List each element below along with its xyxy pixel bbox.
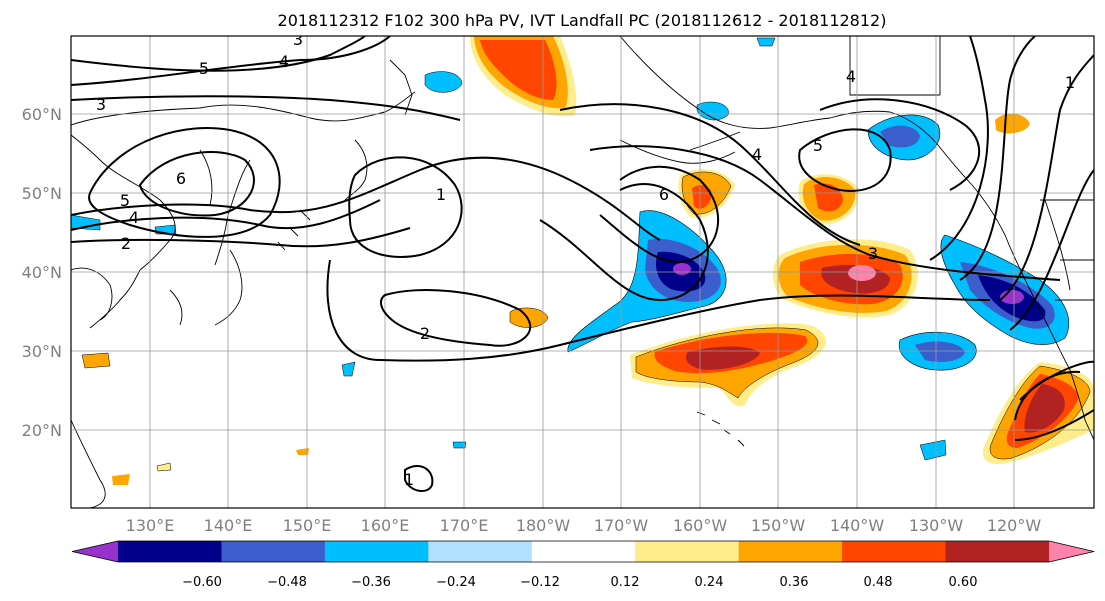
contour-label: 3 xyxy=(868,244,878,263)
contour-label: 4 xyxy=(129,208,139,227)
contour-label: 6 xyxy=(659,185,669,204)
figure-title: 2018112312 F102 300 hPa PV, IVT Landfall… xyxy=(278,11,887,30)
positive-anomaly-baja xyxy=(982,362,1094,465)
colorbar-cell xyxy=(428,541,533,562)
colorbar-extend-max xyxy=(1049,541,1094,562)
lon-label: 130°E xyxy=(126,516,175,535)
colorbar: −0.60 −0.48 −0.36 −0.24 −0.12 0.12 0.24 … xyxy=(71,540,1095,590)
contour-label: 1 xyxy=(404,470,414,489)
colorbar-cell xyxy=(635,541,740,562)
contour-label: 6 xyxy=(176,169,186,188)
contour-label: 1 xyxy=(436,185,446,204)
longitude-labels: 130°E 140°E 150°E 160°E 170°E 180°W 170°… xyxy=(126,516,1042,535)
contour-label: 4 xyxy=(752,145,762,164)
lat-label: 50°N xyxy=(22,184,62,203)
colorbar-cell xyxy=(945,541,1050,562)
contour-label: 5 xyxy=(199,59,209,78)
map-frame xyxy=(70,35,1095,509)
contour-lines xyxy=(71,36,1094,492)
lon-label: 120°W xyxy=(987,516,1042,535)
colorbar-cell xyxy=(842,541,947,562)
colorbar-outline xyxy=(71,540,1095,563)
lon-label: 140°W xyxy=(830,516,885,535)
colorbar-tick-label: 0.36 xyxy=(780,575,809,590)
colorbar-ticks: −0.60 −0.48 −0.36 −0.24 −0.12 0.12 0.24 … xyxy=(182,575,977,590)
contour-label: 3 xyxy=(96,95,106,114)
colorbar-cell xyxy=(118,541,222,562)
lon-label: 180°W xyxy=(516,516,571,535)
lat-label: 40°N xyxy=(22,263,62,282)
colorbar-tick-label: 0.12 xyxy=(611,575,640,590)
lon-label: 150°W xyxy=(751,516,806,535)
contour-label: 3 xyxy=(293,30,303,49)
colorbar-tick-label: 0.48 xyxy=(864,575,893,590)
contour-label: 5 xyxy=(120,191,130,210)
contour-label: 2 xyxy=(121,234,131,253)
colorbar-tick-label: −0.60 xyxy=(182,575,222,590)
coastlines xyxy=(71,36,1094,508)
contour-label: 2 xyxy=(420,324,430,343)
colorbar-cell xyxy=(531,541,636,562)
colorbar-tick-label: −0.12 xyxy=(520,575,560,590)
colorbar-tick-label: −0.36 xyxy=(351,575,391,590)
colorbar-extend-min xyxy=(72,541,118,562)
negative-anomaly-small-cells xyxy=(71,37,947,461)
lon-label: 170°E xyxy=(440,516,489,535)
latitude-labels: 60°N 50°N 40°N 30°N 20°N xyxy=(22,105,62,440)
contour-label: 4 xyxy=(279,52,289,71)
lon-label: 130°W xyxy=(909,516,964,535)
colorbar-tick-label: 0.24 xyxy=(695,575,724,590)
lat-label: 60°N xyxy=(22,105,62,124)
lat-label: 20°N xyxy=(22,421,62,440)
contour-label: 5 xyxy=(813,136,823,155)
colorbar-cell xyxy=(738,541,843,562)
contour-labels: 3 5 4 3 6 5 4 2 1 2 6 5 4 3 4 1 1 xyxy=(96,30,1075,489)
lon-label: 140°E xyxy=(204,516,253,535)
lon-label: 160°W xyxy=(673,516,728,535)
positive-anomaly-small-cells xyxy=(81,113,1030,485)
map-panel: 3 5 4 3 6 5 4 2 1 2 6 5 4 3 4 1 1 xyxy=(71,30,1094,508)
positive-anomaly-gulf-alaska xyxy=(798,174,859,225)
colorbar-tick-label: 0.60 xyxy=(949,575,978,590)
lon-label: 150°E xyxy=(283,516,332,535)
lat-label: 30°N xyxy=(22,342,62,361)
colorbar-tick-label: −0.48 xyxy=(267,575,307,590)
lon-label: 160°E xyxy=(361,516,410,535)
contour-label: 1 xyxy=(1065,73,1075,92)
contour-label: 4 xyxy=(846,67,856,86)
gridlines xyxy=(71,36,1094,508)
positive-anomaly-north-pacific xyxy=(470,36,577,117)
colorbar-tick-label: −0.24 xyxy=(436,575,476,590)
colorbar-cells xyxy=(71,540,1095,563)
colorbar-cell xyxy=(324,541,429,562)
colorbar-cell xyxy=(221,541,326,562)
positive-anomaly-subtropical-band xyxy=(630,323,827,407)
lon-label: 170°W xyxy=(594,516,649,535)
